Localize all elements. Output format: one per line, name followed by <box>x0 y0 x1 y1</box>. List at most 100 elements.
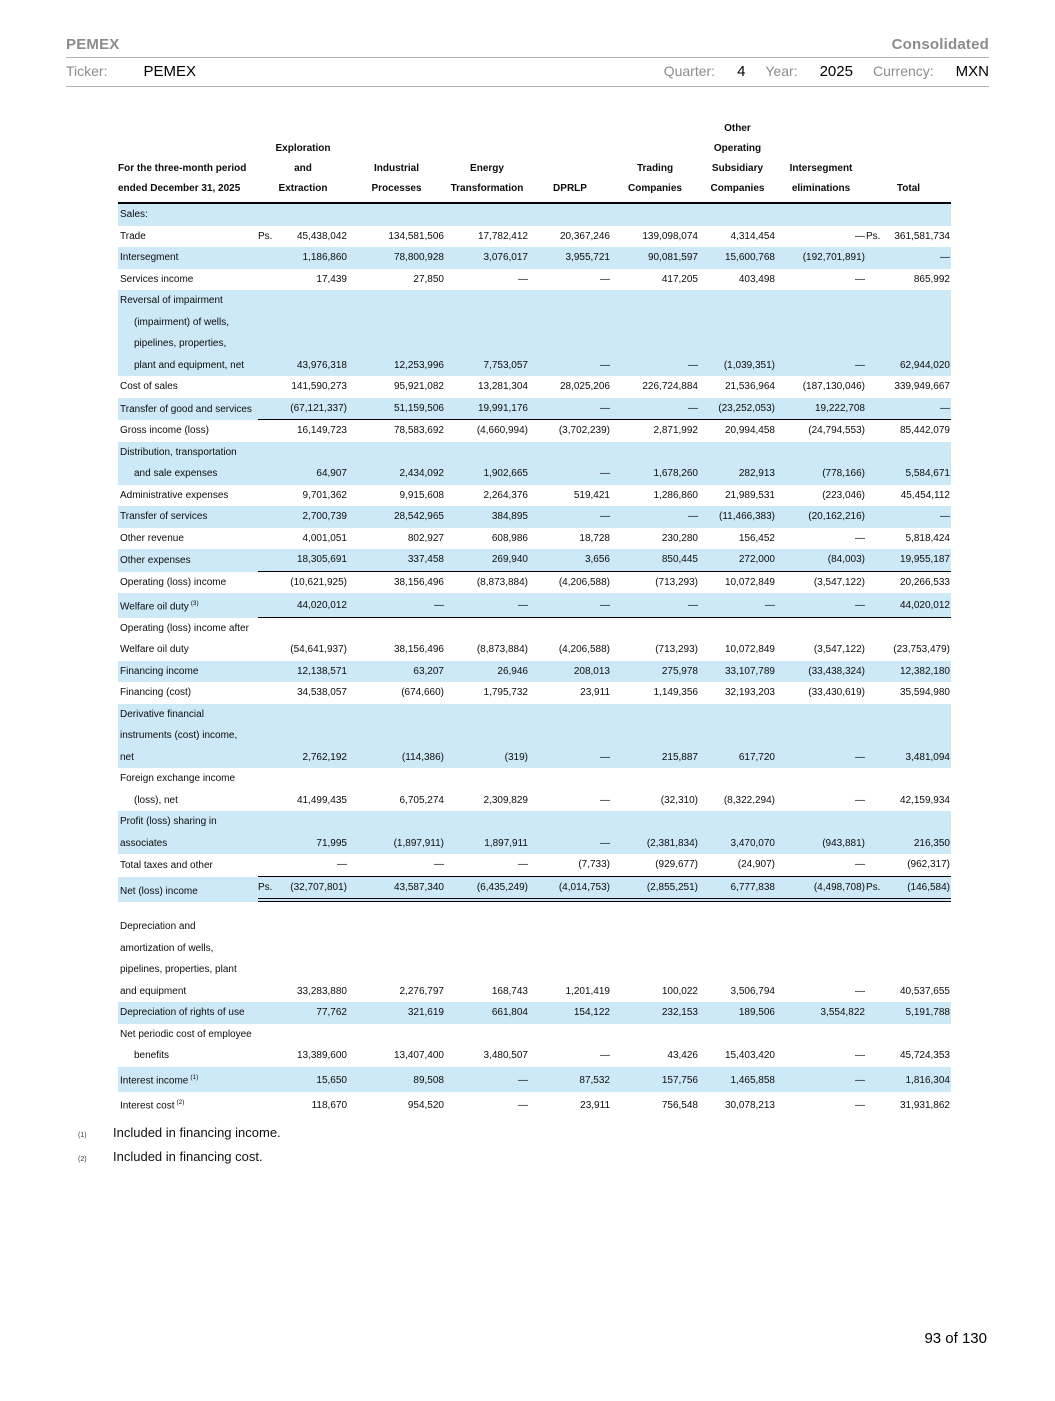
table-row: Foreign exchange income (loss), net 41,499… <box>118 768 951 811</box>
row-label-line: Depreciation and <box>120 921 196 933</box>
row-label: Profit (loss) sharing in associates <box>118 811 258 854</box>
value-cell: 6,777,838 <box>699 877 776 899</box>
value-cell: (943,881) <box>776 833 866 855</box>
value: 19,955,187 <box>899 554 950 565</box>
value: 51,159,506 <box>393 402 444 414</box>
value-cell: 62,944,020 <box>866 355 951 377</box>
row-values: 71,995 (1,897,911) 1,897,911 — (2,381,834) 3,… <box>258 833 951 855</box>
value: 43,426 <box>667 1050 698 1062</box>
value: 756,548 <box>661 1099 698 1111</box>
value: 3,955,721 <box>565 252 611 263</box>
value-cell: (713,293) <box>611 639 699 661</box>
value: 17,439 <box>316 273 347 285</box>
value: 232,153 <box>661 1007 698 1019</box>
value-cell: 19,955,187 <box>866 549 951 571</box>
value: 38,156,496 <box>393 576 444 588</box>
value: (4,014,753) <box>558 881 610 893</box>
value-cell: 272,000 <box>699 549 776 571</box>
value: 134,581,506 <box>388 230 444 242</box>
value-cell: (4,498,708) <box>776 877 866 899</box>
value-cell: 608,986 <box>445 528 529 550</box>
value-cell: 17,782,412 <box>445 226 529 248</box>
company-name: PEMEX <box>66 36 120 53</box>
value: 10,072,849 <box>724 644 775 656</box>
value: 230,280 <box>661 532 698 544</box>
value: 45,454,112 <box>900 489 950 501</box>
value: 208,013 <box>573 665 610 677</box>
value-cell: — <box>776 1095 866 1117</box>
value: — <box>855 1050 865 1062</box>
row-label-line: Services income <box>120 273 194 285</box>
value-cell: 6,705,274 <box>348 790 445 812</box>
row-label-line: Sales: <box>120 209 148 220</box>
row-label-line: Distribution, transportation <box>120 446 237 458</box>
value-cell: 23,911 <box>529 1095 611 1117</box>
quarter-label: Quarter: <box>663 63 716 79</box>
row-label-line: Gross income (loss) <box>120 425 209 436</box>
value-cell: (8,873,884) <box>445 572 529 594</box>
value-cell: 12,138,571 <box>258 661 348 683</box>
row-label: Financing (cost) <box>118 682 258 704</box>
value-cell: 43,587,340 <box>348 877 445 899</box>
value-cell: (67,121,337) <box>258 398 348 420</box>
value: 95,921,082 <box>393 381 444 392</box>
year-label: Year: <box>765 63 798 79</box>
row-label: Operating (loss) income after Welfare oil… <box>118 618 258 661</box>
value: 20,994,458 <box>724 425 775 436</box>
value-cell: (23,753,479) <box>866 639 951 661</box>
value-cell: 18,728 <box>529 528 611 550</box>
value: 1,816,304 <box>905 1075 951 1087</box>
value-cell: 10,072,849 <box>699 639 776 661</box>
row-label: Transfer of good and services <box>118 399 258 421</box>
row-label: Interest income (1) <box>118 1067 258 1092</box>
value: 45,438,042 <box>296 230 347 242</box>
value: (24,794,553) <box>808 425 865 436</box>
value-cell: 78,583,692 <box>348 420 445 442</box>
value-cell: 661,804 <box>445 1002 529 1024</box>
value-cell: — <box>529 790 611 812</box>
value: (33,438,324) <box>808 665 865 677</box>
value-cell: — <box>445 1070 529 1092</box>
value: (32,707,801) <box>290 881 347 893</box>
value-cell: — <box>348 854 445 876</box>
table-row: Administrative expenses 9,701,362 9,915,60… <box>118 485 951 507</box>
value: 2,871,992 <box>653 425 699 436</box>
row-label-line: (impairment) of wells, <box>134 316 230 328</box>
value: (8,873,884) <box>476 644 528 656</box>
table-row: Trade Ps. 45,438,042 134,581,506 17,782,412 2… <box>118 226 951 248</box>
value-cell: — <box>776 269 866 291</box>
value: — <box>518 273 528 285</box>
value-cell: 44,020,012 <box>866 595 951 617</box>
value-cell: 38,156,496 <box>348 639 445 661</box>
value: — <box>518 1075 528 1087</box>
value-cell: 2,871,992 <box>611 420 699 442</box>
value-cell: 28,025,206 <box>529 376 611 398</box>
value-cell: 34,538,057 <box>258 682 348 704</box>
value-cell: — <box>445 269 529 291</box>
value-cell: 63,207 <box>348 661 445 683</box>
column-header: Trading Companies <box>611 159 699 199</box>
row-values: (54,641,937) 38,156,496 (8,873,884) (4,206,… <box>258 639 951 661</box>
value: 5,584,671 <box>905 468 951 479</box>
row-values: — — — (7,733) (929,677) (24,907) — (962,317) <box>258 854 951 877</box>
row-label-line: amortization of wells, <box>120 942 214 954</box>
row-label: Cost of sales <box>118 376 258 398</box>
value: 9,701,362 <box>302 489 348 501</box>
column-header-line: Total <box>896 183 921 194</box>
row-label-line: Depreciation of rights of use <box>120 1007 245 1019</box>
row-values: 33,283,880 2,276,797 168,743 1,201,419 100,0… <box>258 981 951 1003</box>
table-row: Profit (loss) sharing in associates 71,995… <box>118 811 951 855</box>
row-values: 44,020,012 — — — — — — 44,020,012 <box>258 595 951 618</box>
row-label: Operating (loss) income <box>118 572 258 594</box>
value-cell: 20,266,533 <box>866 572 951 594</box>
row-values: 9,701,362 9,915,608 2,264,376 519,421 1,286,… <box>258 485 951 507</box>
value: 33,107,789 <box>724 665 775 677</box>
value-cell: 19,991,176 <box>445 398 529 420</box>
value-cell: (24,794,553) <box>776 420 866 442</box>
value: 85,442,079 <box>899 425 950 436</box>
value-cell: (1,897,911) <box>348 833 445 855</box>
value-cell: — <box>445 854 529 876</box>
value: 403,498 <box>738 273 775 285</box>
table-row: Reversal of impairment (impairment) of we… <box>118 290 951 376</box>
value: (54,641,937) <box>290 644 347 656</box>
